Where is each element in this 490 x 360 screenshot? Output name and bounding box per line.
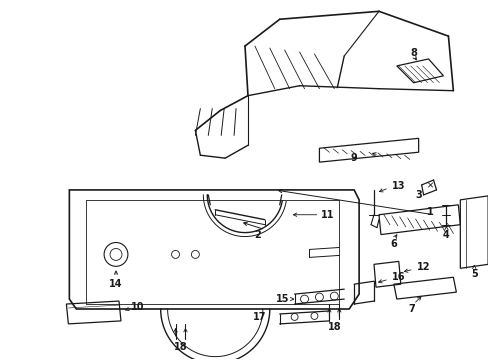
Text: 5: 5 <box>471 269 478 279</box>
Text: 8: 8 <box>410 48 417 58</box>
Text: 7: 7 <box>408 304 415 314</box>
Text: 2: 2 <box>254 230 261 239</box>
Text: 12: 12 <box>416 262 430 272</box>
Text: 4: 4 <box>443 230 450 239</box>
Text: 9: 9 <box>351 153 358 163</box>
Text: 14: 14 <box>109 279 123 289</box>
Text: 13: 13 <box>392 181 405 191</box>
Text: 1: 1 <box>427 207 434 217</box>
Text: 11: 11 <box>320 210 334 220</box>
Text: 17: 17 <box>253 312 267 322</box>
Text: 3: 3 <box>415 190 422 200</box>
Text: 6: 6 <box>391 239 397 249</box>
Text: 15: 15 <box>276 294 290 304</box>
Text: 10: 10 <box>131 302 145 312</box>
Text: 18: 18 <box>327 322 341 332</box>
Text: 18: 18 <box>173 342 187 352</box>
Text: 16: 16 <box>392 272 405 282</box>
